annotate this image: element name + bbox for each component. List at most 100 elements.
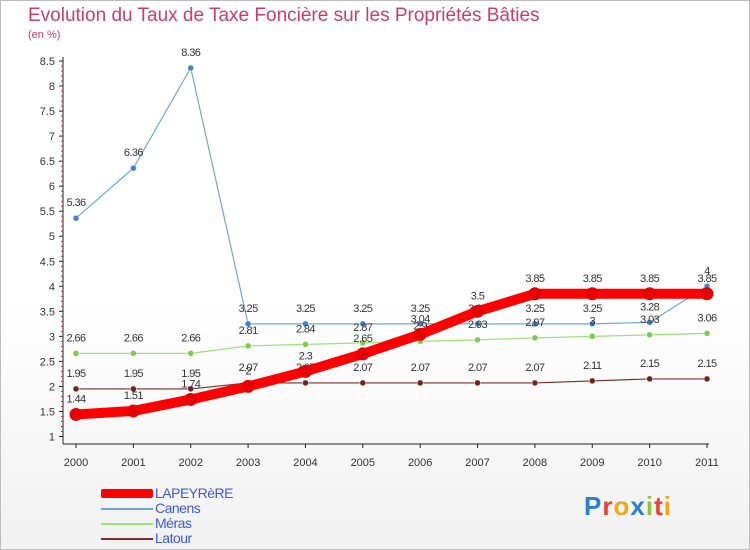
data-point-mras — [130, 350, 137, 357]
data-label-mras: 3.06 — [697, 312, 716, 324]
x-tick-label: 2011 — [695, 457, 719, 469]
data-label-lapeyrre: 2.3 — [299, 350, 313, 362]
data-point-canens — [531, 320, 539, 328]
legend-label: Canens — [155, 500, 201, 516]
data-point-lapeyrre — [298, 364, 312, 378]
data-label-latour: 1.95 — [66, 368, 85, 380]
data-point-mras — [359, 339, 367, 347]
y-tick-label: 2.5 — [40, 356, 55, 368]
logo-letter: P — [584, 491, 603, 521]
data-point-latour — [130, 385, 137, 393]
data-point-canens — [416, 320, 424, 328]
data-point-latour — [72, 385, 80, 393]
logo-letter: i — [663, 491, 672, 521]
data-point-latour — [474, 379, 481, 387]
data-point-latour — [359, 379, 367, 387]
data-label-canens: 8.36 — [181, 47, 200, 59]
logo-letter: x — [630, 491, 646, 521]
data-label-canens: 6.36 — [124, 147, 143, 159]
x-tick-label: 2004 — [293, 457, 317, 469]
data-label-mras: 2.93 — [468, 319, 487, 331]
logo-letter: r — [602, 491, 614, 521]
data-label-latour: 2.07 — [525, 362, 544, 374]
data-point-mras — [531, 334, 539, 342]
data-label-lapeyrre: 1.74 — [181, 378, 200, 390]
logo-letter: o — [613, 491, 631, 521]
data-label-latour: 2.11 — [583, 360, 602, 372]
data-label-lapeyrre: 3.04 — [411, 313, 430, 325]
x-tick-label: 2001 — [121, 457, 145, 469]
series-line-canens — [75, 67, 708, 325]
data-label-mras: 3.03 — [640, 314, 659, 326]
legend-swatch — [101, 489, 153, 498]
logo-letter: t — [654, 491, 664, 521]
data-label-mras: 2.66 — [66, 332, 85, 344]
data-point-latour — [646, 375, 653, 383]
y-tick-label: 6 — [49, 181, 55, 193]
data-point-canens — [302, 320, 309, 328]
x-tick-label: 2006 — [408, 457, 432, 469]
data-label-latour: 1.95 — [181, 368, 200, 380]
x-tick-label: 2010 — [637, 457, 661, 469]
y-tick-label: 7.5 — [40, 106, 55, 118]
data-point-canens — [244, 320, 252, 328]
y-tick-label: 6.5 — [40, 156, 55, 168]
x-tick-label: 2002 — [178, 457, 202, 469]
x-tick-label: 2000 — [64, 457, 88, 469]
data-point-mras — [703, 330, 711, 337]
data-label-canens: 3.25 — [239, 303, 258, 315]
x-tick-label: 2008 — [523, 457, 547, 469]
legend-item-canens: Canens — [101, 500, 201, 516]
chart-subtitle: (en %) — [28, 29, 61, 41]
series-line-lapeyrre — [71, 288, 712, 420]
data-point-canens — [359, 320, 367, 328]
data-label-canens: 3.25 — [583, 303, 602, 315]
data-label-latour: 2.15 — [640, 358, 659, 370]
data-point-latour — [187, 385, 194, 393]
data-label-mras: 2.84 — [296, 323, 315, 335]
data-point-mras — [244, 342, 252, 350]
legend-item-meras: Méras — [101, 516, 192, 531]
data-point-lapeyrre — [356, 347, 370, 361]
x-tick-label: 2005 — [351, 457, 375, 469]
data-point-latour — [703, 375, 711, 383]
data-point-canens — [646, 319, 653, 326]
data-label-lapeyrre: 1.44 — [66, 393, 85, 405]
y-tick-label: 4 — [49, 281, 55, 293]
data-label-latour: 2.07 — [468, 362, 487, 374]
data-label-canens: 3.28 — [640, 301, 659, 313]
data-point-latour — [416, 379, 424, 387]
y-tick-label: 1.5 — [40, 406, 55, 418]
data-point-lapeyrre — [528, 287, 542, 301]
x-tick-label: 2007 — [465, 457, 489, 469]
data-point-lapeyrre — [471, 304, 485, 318]
data-label-canens: 4 — [704, 265, 710, 277]
y-tick-label: 8.5 — [40, 56, 55, 68]
data-label-latour: 2.07 — [411, 362, 430, 374]
data-point-lapeyrre — [643, 287, 657, 301]
chart-title: Evolution du Taux de Taxe Foncière sur l… — [28, 5, 540, 26]
data-label-latour: 1.95 — [124, 368, 143, 380]
data-point-canens — [474, 320, 481, 328]
x-tick-label: 2009 — [580, 457, 604, 469]
data-point-lapeyrre — [126, 404, 140, 418]
data-point-latour — [589, 377, 596, 385]
x-tick-label: 2003 — [236, 457, 260, 469]
data-point-mras — [72, 350, 80, 357]
data-label-canens: 3.25 — [353, 303, 372, 315]
data-point-lapeyrre — [700, 287, 714, 301]
legend-item-latour: Latour — [101, 531, 192, 546]
y-tick-label: 4.5 — [40, 256, 55, 268]
data-point-mras — [589, 333, 596, 340]
data-label-mras: 2.66 — [181, 332, 200, 344]
data-point-mras — [474, 336, 481, 344]
data-label-mras: 2.81 — [239, 325, 258, 337]
y-tick-label: 5.5 — [40, 206, 55, 218]
data-label-lapeyrre: 3.85 — [697, 273, 716, 285]
data-label-latour: 2.15 — [697, 358, 716, 370]
data-label-lapeyrre: 3.85 — [640, 273, 659, 285]
legend-item-lapeyrere: LAPEYRèRE — [101, 486, 233, 501]
data-label-canens: 3.25 — [411, 303, 430, 315]
